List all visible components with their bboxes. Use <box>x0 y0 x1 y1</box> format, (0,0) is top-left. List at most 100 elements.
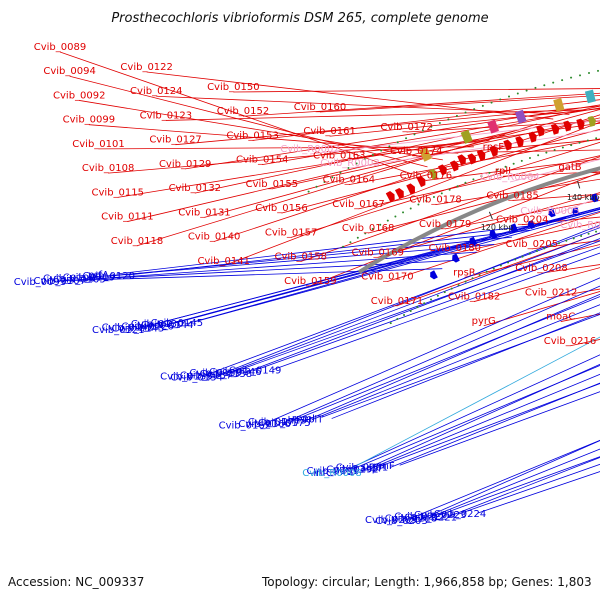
reverse-gene-label: Cvib_0093 <box>14 277 66 288</box>
reverse-label-leader <box>321 313 600 418</box>
reverse-gene-label: rpmF <box>369 461 395 472</box>
cog-block-mark <box>514 109 527 124</box>
reverse-gene-mark <box>548 208 556 218</box>
reverse-label-leader <box>291 296 600 422</box>
forward-gene-label: Cvib_0170 <box>361 272 413 283</box>
gc-dot <box>440 192 443 195</box>
reverse-label-leader <box>282 285 600 424</box>
gc-dot <box>388 145 391 148</box>
forward-gene-mark <box>528 131 537 143</box>
reverse-gene-mark <box>452 253 460 263</box>
gc-dot <box>580 235 583 238</box>
forward-gene-label: Cvib_0150 <box>207 82 259 93</box>
forward-gene-label: Cvib_0122 <box>120 62 172 73</box>
accession-text: Accession: NC_009337 <box>8 575 144 589</box>
reverse-gene-label: Cvib_0222 <box>394 511 446 522</box>
gc-dot <box>363 158 366 161</box>
reverse-label-leader <box>399 391 600 466</box>
reverse-gene-label: Cvib_0106 <box>43 273 95 284</box>
gc-dot <box>315 185 318 188</box>
forward-label-leader <box>416 139 600 157</box>
gc-dot <box>528 157 531 160</box>
gc-dot <box>587 232 590 235</box>
gc-dot <box>396 317 399 320</box>
reverse-gene-label: Cvib_0209 <box>365 515 417 526</box>
reverse-label-leader <box>145 207 600 327</box>
gc-dot <box>520 159 523 162</box>
forward-gene-label: moaC <box>546 312 575 323</box>
gc-dot <box>507 261 510 264</box>
gc-dot <box>355 162 358 165</box>
scale-tick-label: 140 kbp <box>567 193 600 202</box>
gc-dot <box>356 236 359 239</box>
rna-label-leader <box>349 129 600 169</box>
gc-dot <box>595 230 598 233</box>
reverse-label-leader <box>331 312 600 419</box>
reverse-gene-label: acpP <box>360 464 384 475</box>
gc-dot <box>307 190 310 193</box>
forward-gene-label: Cvib_0171 <box>371 296 423 307</box>
gc-dot <box>545 151 548 154</box>
forward-gene-mark <box>489 145 498 157</box>
gc-dot <box>457 284 460 287</box>
forward-label-leader <box>396 232 600 307</box>
gc-dot <box>394 215 397 218</box>
reverse-label-leader <box>204 227 600 376</box>
reverse-gene-label: Cvib_0130 <box>131 319 183 330</box>
forward-gene-mark <box>576 118 585 130</box>
forward-gene-label: Cvib_0178 <box>409 195 461 206</box>
forward-label-leader <box>185 104 600 170</box>
gc-dot <box>403 313 406 316</box>
reverse-label-leader <box>262 277 600 425</box>
reverse-gene-label: Cvib_0119 <box>63 272 115 283</box>
rna-gene-label: Cvib_R0004 <box>480 172 539 183</box>
reverse-gene-label: Cvib_0126 <box>121 321 173 332</box>
label-leader-lines <box>57 51 600 521</box>
forward-gene-label: Cvib_0115 <box>92 187 144 198</box>
forward-gene-label: pyrG <box>472 316 496 327</box>
forward-gene-mark <box>385 191 395 203</box>
gc-dot <box>499 98 502 101</box>
forward-label-leader <box>473 267 600 302</box>
gc-dot <box>543 247 546 250</box>
gc-dot <box>331 176 334 179</box>
gc-dot <box>504 165 507 168</box>
gc-dot <box>436 294 439 297</box>
forward-label-leader <box>59 51 413 175</box>
forward-label-leader <box>146 71 554 120</box>
forward-label-leader <box>69 75 428 168</box>
reverse-gene-label: Cvib_0137 <box>180 370 232 381</box>
gc-dot <box>579 74 582 77</box>
forward-label-leader <box>175 105 600 146</box>
forward-gene-label: Cvib_0168 <box>342 223 394 234</box>
gc-dot <box>485 270 488 273</box>
scale-tick <box>488 211 493 220</box>
forward-label-leader <box>358 155 600 210</box>
gc-dot <box>379 223 382 226</box>
forward-gene-label: Cvib_0092 <box>53 90 105 101</box>
forward-gene-label: Cvib_0204 <box>496 215 548 226</box>
reverse-label-leader <box>448 457 600 517</box>
reverse-gene-label: Cvib_0107 <box>34 276 86 287</box>
reverse-gene-label: Cvib_0135 <box>160 371 212 382</box>
forward-gene-mark <box>457 154 466 166</box>
forward-label-leader <box>117 134 506 198</box>
gc-dot <box>508 95 511 98</box>
gc-dot <box>405 137 408 140</box>
forward-gene-label: Cvib_0164 <box>323 175 375 186</box>
gc-dot <box>464 280 467 283</box>
cog-block-mark <box>553 98 565 112</box>
forward-gene-label: Cvib_0167 <box>332 199 384 210</box>
forward-gene-label: Cvib_0154 <box>236 155 288 166</box>
reverse-gene-label: Cvib_0162 <box>219 420 271 431</box>
gc-dot <box>572 237 575 240</box>
gc-dot <box>432 195 435 198</box>
forward-gene-label: Cvib_0205 <box>506 239 558 250</box>
forward-gene-mark <box>476 149 486 161</box>
forward-gene-label: Cvib_0179 <box>419 219 471 230</box>
forward-gene-label: Cvib_0099 <box>63 115 115 126</box>
cog-block-mark <box>584 89 596 104</box>
forward-label-leader <box>290 141 600 238</box>
rna-gene-label: Cvib_R0006 <box>560 220 600 231</box>
